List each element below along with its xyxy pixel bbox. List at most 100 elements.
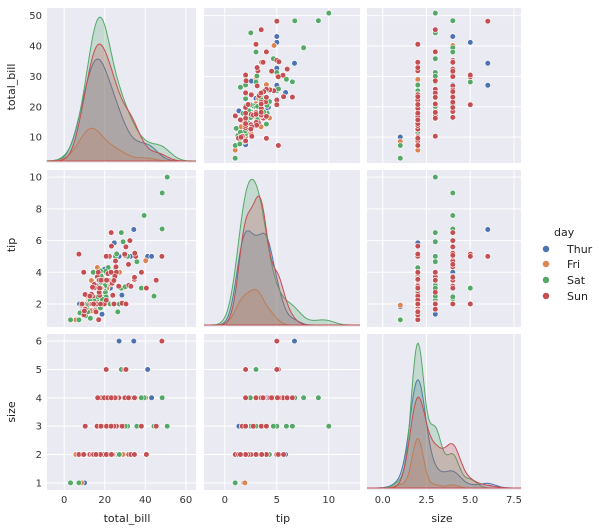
ytick-label-size: 2 bbox=[36, 450, 42, 461]
point-sun bbox=[95, 269, 102, 276]
point-sun bbox=[237, 116, 244, 123]
point-sun bbox=[263, 423, 270, 430]
point-sat bbox=[432, 253, 439, 260]
point-sun bbox=[432, 115, 439, 122]
point-sun bbox=[115, 283, 122, 290]
point-sun bbox=[242, 366, 249, 373]
point-sat bbox=[432, 258, 439, 265]
point-sun bbox=[414, 308, 421, 316]
point-sat bbox=[432, 10, 439, 17]
point-sat bbox=[414, 81, 421, 89]
kde-sun-total_bill bbox=[47, 43, 196, 162]
point-sun bbox=[268, 394, 275, 401]
point-sun bbox=[248, 91, 255, 98]
point-sat bbox=[253, 72, 260, 80]
point-sun bbox=[432, 100, 439, 108]
point-sun bbox=[414, 269, 421, 276]
point-sat bbox=[119, 238, 127, 245]
ytick-label-total_bill: 40 bbox=[29, 41, 42, 52]
point-thur bbox=[291, 60, 298, 67]
point-sun bbox=[143, 285, 150, 292]
point-sun bbox=[252, 394, 260, 401]
point-sat bbox=[67, 479, 74, 487]
legend-marker-thur bbox=[542, 245, 550, 253]
point-sun bbox=[125, 261, 132, 268]
point-sun bbox=[107, 269, 115, 276]
point-sun bbox=[280, 451, 287, 458]
legend: day Thur Fri Sat Sun bbox=[542, 226, 593, 303]
point-sun bbox=[237, 451, 244, 458]
point-sun bbox=[127, 283, 134, 290]
point-sun bbox=[109, 292, 116, 299]
point-sat bbox=[449, 293, 456, 301]
legend-marker-sun bbox=[542, 292, 550, 300]
point-sun bbox=[250, 423, 257, 430]
point-sun bbox=[242, 115, 249, 122]
point-sun bbox=[449, 93, 456, 101]
point-sun bbox=[449, 252, 456, 259]
xlabel-size: size bbox=[431, 512, 453, 525]
ytick-label-size: 3 bbox=[36, 422, 42, 433]
point-sat bbox=[75, 316, 82, 324]
point-sun bbox=[110, 300, 118, 308]
point-sun bbox=[273, 18, 280, 25]
point-sun bbox=[414, 59, 421, 66]
point-sun bbox=[153, 423, 160, 430]
point-sun bbox=[289, 394, 296, 401]
point-sat bbox=[397, 316, 404, 324]
point-fri bbox=[270, 42, 278, 49]
point-sun bbox=[254, 82, 261, 89]
point-sun bbox=[97, 300, 104, 308]
point-sat bbox=[113, 250, 120, 257]
point-sun bbox=[131, 394, 138, 401]
point-sat bbox=[270, 423, 277, 430]
xlabel-tip: tip bbox=[276, 512, 290, 525]
point-fri bbox=[414, 76, 421, 83]
point-sun bbox=[432, 289, 439, 296]
point-sun bbox=[432, 306, 439, 313]
point-thur bbox=[449, 33, 456, 40]
point-sun bbox=[92, 451, 100, 458]
kde-sat-tip bbox=[204, 178, 360, 326]
point-sun bbox=[112, 263, 120, 271]
point-sat bbox=[291, 17, 298, 25]
point-sat bbox=[467, 285, 474, 292]
point-sat bbox=[237, 84, 244, 91]
point-sun bbox=[432, 109, 439, 116]
point-sun bbox=[414, 64, 421, 71]
ticks-layer: 0 20 40 60 0 5 10 0.0 2.5 5.0 7.5 10 20 30 40 50 2 4 6 8 10 1… bbox=[29, 11, 522, 506]
xtick-label-size: 5.0 bbox=[462, 495, 478, 506]
kde-sat-total_bill bbox=[46, 16, 196, 162]
ytick-label-tip: 2 bbox=[36, 300, 42, 311]
ytick-label-size: 5 bbox=[36, 365, 42, 376]
point-sun bbox=[131, 451, 138, 458]
point-sun bbox=[432, 26, 439, 33]
point-sat bbox=[150, 293, 158, 300]
legend-marker-fri bbox=[542, 260, 550, 268]
point-sat bbox=[87, 315, 94, 322]
point-sun bbox=[242, 71, 249, 79]
point-sun bbox=[260, 394, 267, 401]
point-sat bbox=[283, 423, 290, 430]
point-fri bbox=[241, 479, 248, 487]
point-sat bbox=[114, 308, 121, 316]
point-sat bbox=[159, 394, 166, 401]
ylabel-tip: tip bbox=[5, 238, 18, 252]
point-sun bbox=[257, 89, 265, 97]
point-sat bbox=[315, 394, 322, 401]
point-sun bbox=[414, 110, 421, 117]
point-thur bbox=[467, 39, 474, 46]
point-sun bbox=[449, 243, 456, 250]
point-sun bbox=[258, 109, 265, 116]
ylabel-size: size bbox=[5, 401, 18, 423]
legend-entry-thur: Thur bbox=[542, 243, 593, 256]
point-sun bbox=[242, 110, 249, 117]
point-sun bbox=[138, 269, 145, 276]
point-sun bbox=[467, 300, 474, 308]
legend-entry-sun: Sun bbox=[542, 290, 588, 303]
legend-label-thur: Thur bbox=[566, 243, 593, 256]
point-sun bbox=[432, 94, 439, 101]
point-sun bbox=[242, 394, 249, 401]
point-sun bbox=[122, 366, 130, 373]
legend-entry-sat: Sat bbox=[542, 274, 586, 287]
